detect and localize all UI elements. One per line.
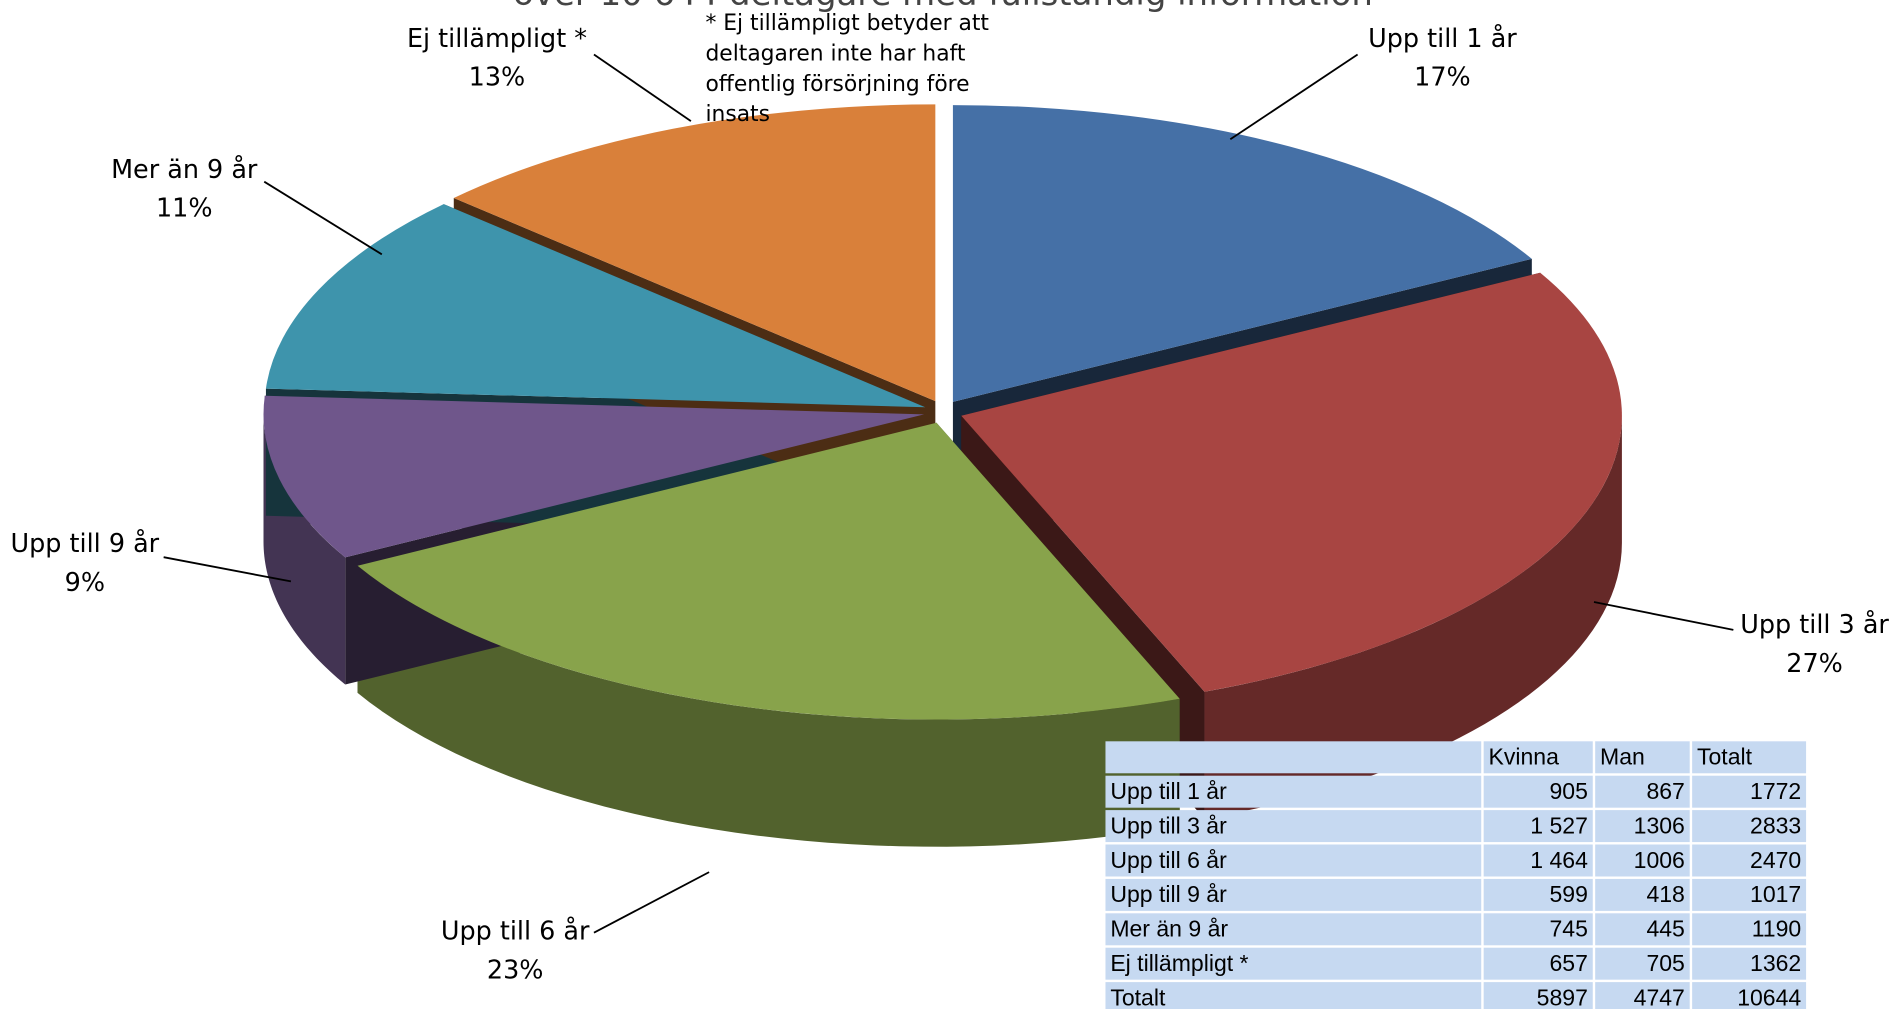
table-text: 445 [1646,916,1684,942]
table-cell [1105,844,1482,877]
table-cell [1483,775,1593,808]
pie-tops [263,104,1622,720]
table-text: 2833 [1750,812,1801,838]
table-text: 1017 [1750,881,1801,907]
value-label: 9% [65,567,105,597]
table-cell [1595,913,1690,946]
annotation: deltagaren inte har haft [705,42,965,67]
table-cell [1483,982,1593,1009]
table-text: 1362 [1750,950,1801,976]
table-cell [1595,982,1690,1009]
table-cell [1105,947,1482,980]
slice [265,204,926,408]
slice [357,422,1180,720]
table-cell [1692,810,1807,843]
table-text: 4747 [1634,984,1685,1009]
slice [952,105,1532,402]
table-cell [1692,982,1807,1009]
table-cell [1595,878,1690,911]
table-cell [1483,844,1593,877]
table-text: 1006 [1634,847,1685,873]
table-cell [1483,947,1593,980]
table-text: 657 [1549,950,1587,976]
slice-side [357,565,1180,847]
table-cell [1692,741,1807,774]
annotation: insats [705,102,770,127]
annotation: * Ej tillämpligt betyder att [705,11,989,36]
table-text: 1 527 [1530,812,1588,838]
slice-side [1204,415,1622,819]
value-label: 23% [487,954,544,984]
value-label: 11% [156,193,213,223]
table-text: 5897 [1537,984,1588,1009]
chart-title: över 10 644 deltagare med fullständig in… [513,0,1373,13]
table-cell [1692,947,1807,980]
table-cell [1483,913,1593,946]
table-cell [1692,775,1807,808]
table-cell [1595,775,1690,808]
table-text: Kvinna [1489,744,1560,770]
table-text: Man [1600,744,1645,770]
slice [263,395,925,558]
category-label: Ej tillämpligt * [407,23,587,53]
table-cell [1105,741,1482,774]
table-cell [1483,810,1593,843]
table-text: 1306 [1634,812,1685,838]
category-label: Upp till 3 år [1740,609,1889,639]
value-label: 27% [1786,648,1843,678]
table-text: 705 [1646,950,1684,976]
table-text: Ej tillämpligt * [1110,950,1248,976]
table-text: 599 [1549,881,1587,907]
table-text: Mer än 9 år [1110,916,1228,942]
leader-line [1229,53,1359,141]
table-cell [1105,775,1482,808]
table-text: Upp till 1 år [1110,778,1227,804]
leader-line [163,556,292,583]
leader-line [593,53,692,122]
table-cell [1595,844,1690,877]
category-label: Mer än 9 år [111,154,258,184]
category-label: Upp till 6 år [441,916,590,946]
table-text: Totalt [1697,744,1753,770]
table-cell [1105,878,1482,911]
table-cell [1105,810,1482,843]
table-text: 1 464 [1530,847,1588,873]
table-cell [1483,741,1593,774]
value-label: 17% [1414,62,1471,92]
table-cell [1105,913,1482,946]
table-text: Upp till 9 år [1110,881,1227,907]
table-cell [1105,982,1482,1009]
table-cell [1692,844,1807,877]
table-text: 10644 [1737,984,1801,1009]
category-label: Upp till 9 år [11,528,160,558]
table-text: Totalt [1110,984,1166,1009]
value-label: 13% [469,62,526,92]
table-text: Upp till 3 år [1110,812,1227,838]
table-text: 905 [1549,778,1587,804]
leader-line [263,180,383,256]
category-label: Upp till 1 år [1368,23,1517,53]
table-text: 745 [1549,916,1587,942]
table-text: 2470 [1750,847,1801,873]
table-text: 867 [1646,778,1684,804]
slice [961,272,1622,692]
slice [453,104,936,402]
table-text: 1190 [1752,916,1802,942]
table-cell [1692,878,1807,911]
annotation: offentlig försörjning före [705,72,969,97]
leader-line [1593,601,1734,631]
table-text: 418 [1646,881,1684,907]
table-cell [1595,947,1690,980]
table-text: 1772 [1750,778,1801,804]
table-text: Upp till 6 år [1110,847,1227,873]
slice-side [263,414,346,685]
table-cell [1595,810,1690,843]
table-cell [1483,878,1593,911]
table-cell [1595,741,1690,774]
table-cell [1692,913,1807,946]
leader-line [593,871,710,934]
